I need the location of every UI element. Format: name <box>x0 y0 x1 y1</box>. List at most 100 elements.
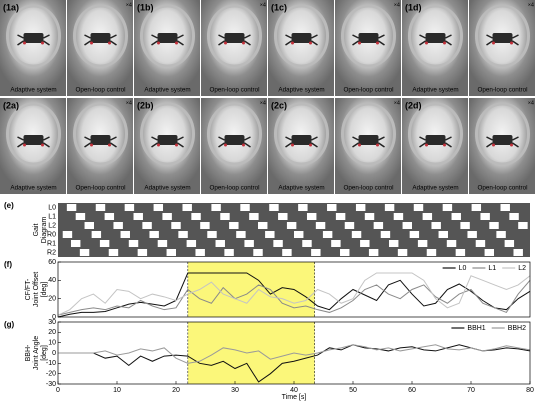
robot <box>24 33 44 43</box>
y-tick-label: -30 <box>46 381 56 388</box>
leg-label: R2 <box>47 249 56 256</box>
robot-led <box>358 42 361 45</box>
legend-label: L2 <box>518 265 526 272</box>
swing-phase <box>273 240 282 247</box>
robot-led <box>376 144 379 147</box>
speed-label: ×4 <box>260 2 266 8</box>
swing-phase <box>76 213 85 220</box>
robot-led <box>23 42 26 45</box>
swing-phase <box>518 222 527 229</box>
swing-phase <box>229 222 238 229</box>
y-axis-label: CF/FT- <box>25 278 32 300</box>
swing-phase <box>480 213 489 220</box>
swing-phase <box>265 231 274 238</box>
robot <box>158 135 178 145</box>
robot <box>24 135 44 145</box>
robot-led <box>291 144 294 147</box>
swing-phase <box>158 240 167 247</box>
swing-phase <box>294 231 303 238</box>
robot <box>91 135 111 145</box>
speed-label: ×4 <box>126 2 132 8</box>
x-tick-label: 30 <box>231 387 239 394</box>
x-tick-label: 20 <box>172 387 180 394</box>
y-axis-label: Joint Offset <box>33 272 40 307</box>
panel-label: (1a) <box>3 2 19 12</box>
swing-phase <box>162 213 171 220</box>
swing-phase <box>331 240 340 247</box>
photo-caption: Open-loop control <box>477 87 527 94</box>
x-tick-label: 70 <box>467 387 475 394</box>
swing-phase <box>513 249 522 256</box>
robot <box>158 33 178 43</box>
swing-phase <box>505 240 514 247</box>
swing-phase <box>200 222 209 229</box>
swing-phase <box>385 204 394 211</box>
robot <box>225 33 245 43</box>
robot <box>493 135 513 145</box>
figure: Adaptive system Open-loop control (1a) ×4 Ad… <box>0 0 536 401</box>
swing-phase <box>307 213 316 220</box>
swing-phase <box>316 222 325 229</box>
robot-led <box>41 144 44 147</box>
swing-phase <box>269 204 278 211</box>
swing-phase <box>121 231 130 238</box>
robot-led <box>175 144 178 147</box>
photo-caption: Adaptive system <box>10 87 56 94</box>
swing-phase <box>282 249 291 256</box>
panel-label: (2b) <box>137 100 154 110</box>
robot <box>292 33 312 43</box>
swing-phase <box>80 249 89 256</box>
swing-phase <box>85 222 94 229</box>
robot <box>292 135 312 145</box>
x-tick-label: 40 <box>290 387 298 394</box>
swing-phase <box>394 213 403 220</box>
x-tick-label: 50 <box>349 387 357 394</box>
swing-phase <box>258 222 267 229</box>
panel-label: (f) <box>4 260 12 269</box>
legend-label: L0 <box>459 265 467 272</box>
y-tick-label: 30 <box>48 319 56 326</box>
robot-led <box>157 42 160 45</box>
swing-phase <box>496 231 505 238</box>
photo-caption: Adaptive system <box>144 87 190 94</box>
swing-phase <box>485 249 494 256</box>
photo-caption: Adaptive system <box>144 185 190 192</box>
swing-phase <box>149 231 158 238</box>
robot <box>426 33 446 43</box>
robot-led <box>492 144 495 147</box>
robot <box>359 135 379 145</box>
leg-label: L1 <box>48 213 56 220</box>
robot-led <box>358 144 361 147</box>
swing-phase <box>191 213 200 220</box>
y-tick-label: 10 <box>48 340 56 347</box>
robot <box>91 33 111 43</box>
y-tick-label: 40 <box>48 277 56 284</box>
robot-led <box>242 42 245 45</box>
photo-caption: Open-loop control <box>75 185 125 192</box>
swing-phase <box>129 240 138 247</box>
swing-phase <box>340 249 349 256</box>
swing-phase <box>171 222 180 229</box>
y-tick-label: 20 <box>48 296 56 303</box>
swing-phase <box>96 204 105 211</box>
robot <box>426 135 446 145</box>
x-axis-label: Time [s] <box>282 394 307 401</box>
swing-phase <box>178 231 187 238</box>
photo-caption: Open-loop control <box>343 185 393 192</box>
swing-phase <box>467 231 476 238</box>
swing-phase <box>211 204 220 211</box>
swing-phase <box>365 213 374 220</box>
swing-phase <box>195 249 204 256</box>
robot-led <box>157 144 160 147</box>
swing-phase <box>302 240 311 247</box>
y-axis-label: [deg] <box>41 282 48 298</box>
y-axis-label: [deg] <box>41 345 48 361</box>
swing-phase <box>298 204 307 211</box>
swing-phase <box>403 222 412 229</box>
robot-led <box>108 144 111 147</box>
legend-label: BBH2 <box>508 325 526 332</box>
leg-label: L2 <box>48 222 56 229</box>
swing-phase <box>220 213 229 220</box>
y-tick-label: 60 <box>48 259 56 266</box>
swing-phase <box>278 213 287 220</box>
